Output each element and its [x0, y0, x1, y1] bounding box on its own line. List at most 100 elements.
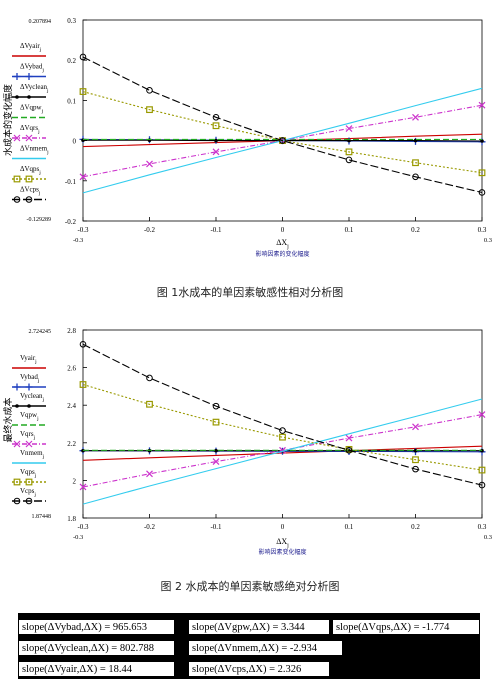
legend-marker: [25, 175, 33, 183]
legend-marker: [13, 175, 21, 183]
data-point-6: [79, 381, 87, 388]
legend-label-sub: j: [42, 454, 45, 460]
data-point-6: [279, 433, 286, 441]
data-point-7: [279, 427, 286, 434]
legend-marker: [25, 440, 33, 448]
legend-label-sub: j: [46, 150, 49, 156]
data-point-7: [146, 87, 153, 94]
legend-label-sub: j: [46, 88, 49, 94]
series-line-7: [82, 56, 483, 194]
series-line-6: [82, 383, 483, 471]
legend-marker: [27, 404, 31, 408]
legend-label-sub: j: [36, 416, 39, 422]
chart2-caption: 图 2 水成本的单因素敏感绝对分析图: [160, 580, 340, 593]
y-tick-label: 2.6: [67, 365, 76, 373]
x-tick-label: -0.3: [77, 523, 89, 531]
legend-label-sub: j: [39, 47, 42, 53]
legend-label-sub: j: [33, 435, 36, 441]
legend-label: ΔVycleanj: [20, 83, 49, 94]
legend-label: ΔVnmemj: [20, 145, 49, 156]
y-tick-label: 0.1: [67, 97, 76, 105]
relative-sensitivity-chart: 0.30.20.10-0.1-0.2-0.3 -0.2 -0.1 0 0.1 0.2 0.3…: [2, 17, 492, 258]
x-tick-label: 0.3: [478, 523, 487, 531]
legend-marker: [13, 73, 21, 80]
data-point-7: [345, 156, 353, 164]
x-axis-label: ΔXj: [276, 537, 289, 549]
legend-marker: [25, 383, 33, 391]
x-tick-label: 0: [281, 226, 285, 234]
slope-results-panel: slope(ΔVybad,ΔX) = 965.653 slope(ΔVgpw,Δ…: [18, 613, 480, 679]
y-tick-label: 0.2: [67, 57, 76, 65]
data-point-4: [212, 148, 220, 156]
absolute-sensitivity-chart: 2.82.62.42.221.8-0.3 -0.2 -0.1 0 0.1 0.2 0.3-0…: [2, 327, 492, 556]
data-point-4: [412, 423, 419, 431]
data-point-4: [79, 173, 87, 181]
data-point-4: [146, 160, 153, 168]
data-point-7: [478, 481, 486, 489]
slope-gpw: slope(ΔVgpw,ΔX) = 3.344: [188, 619, 330, 635]
slope-nmem: slope(ΔVnmem,ΔX) = -2.934: [188, 640, 343, 656]
legend-label-sub: j: [34, 359, 37, 365]
x-tick-label: 0: [281, 523, 285, 531]
legend-label: Vcpsj: [20, 487, 36, 498]
legend-label: Vybadj: [20, 373, 40, 384]
legend-label: ΔVqrsj: [20, 124, 40, 135]
x-axis-note: 影响因素的变化幅度: [255, 250, 309, 258]
slope-ybad: slope(ΔVybad,ΔX) = 965.653: [18, 619, 175, 635]
y-axis-label: 水成本的变化幅度: [2, 84, 13, 156]
legend-label-sub: j: [41, 109, 44, 115]
data-point-6: [212, 122, 220, 130]
x-max-label: 0.3: [484, 237, 492, 244]
y-tick-label: 0.3: [67, 17, 76, 25]
data-point-4: [212, 458, 220, 466]
legend-marker: [25, 497, 33, 505]
legend-label: Vqrsj: [20, 430, 36, 441]
x-axis-label-sub: j: [286, 244, 289, 250]
legend-marker: [13, 383, 21, 391]
legend-marker: [25, 73, 33, 80]
plot-frame: [82, 329, 483, 519]
legend-marker: [13, 497, 21, 505]
x-min-label: -0.3: [73, 534, 83, 541]
slope-cps: slope(ΔVcps,ΔX) = 2.326: [188, 661, 330, 677]
data-point-6: [146, 106, 153, 114]
data-point-6: [345, 148, 353, 156]
data-point-2: [480, 139, 484, 143]
data-point-6: [412, 456, 419, 464]
y-min-label: 1.87448: [32, 514, 52, 520]
x-tick-label: 0.3: [478, 226, 487, 234]
data-point-7: [212, 113, 220, 121]
y-tick-label: 2.8: [67, 327, 76, 335]
chart1-caption: 图 1水成本的单因素敏感性相对分析图: [156, 286, 344, 299]
legend-label-sub: j: [37, 378, 40, 384]
data-point-6: [478, 466, 486, 474]
x-axis-note: 影响因素变化幅度: [258, 548, 306, 556]
x-tick-label: 0.2: [411, 523, 420, 531]
x-tick-label: -0.1: [210, 523, 222, 531]
y-tick-label: 0: [73, 138, 77, 146]
data-point-2: [214, 448, 218, 453]
legend-label-sub: j: [33, 492, 36, 498]
legend-label-sub: j: [34, 473, 37, 479]
y-tick-label: -0.2: [65, 218, 77, 226]
legend-label: ΔVybadj: [20, 63, 44, 74]
x-axis-label-sub: j: [286, 543, 289, 549]
data-point-7: [345, 447, 353, 454]
data-point-7: [279, 137, 286, 144]
data-point-4: [345, 434, 353, 442]
x-tick-label: 0.2: [411, 226, 420, 234]
plot-frame: [82, 19, 483, 222]
legend-marker: [25, 134, 33, 142]
y-tick-label: -0.1: [65, 178, 77, 186]
legend-label-sub: j: [41, 68, 44, 74]
data-point-2: [214, 138, 218, 143]
slope-qps: slope(ΔVqps,ΔX) = -1.774: [332, 619, 480, 635]
data-point-4: [345, 125, 353, 132]
legend-marker: [13, 478, 21, 486]
y-max-label: 0.207894: [29, 19, 52, 25]
data-point-6: [412, 159, 419, 167]
series-line-7: [82, 343, 483, 486]
legend-label: Vqpwj: [20, 411, 39, 422]
legend-label-sub: j: [38, 170, 41, 176]
x-tick-label: -0.1: [210, 226, 222, 234]
